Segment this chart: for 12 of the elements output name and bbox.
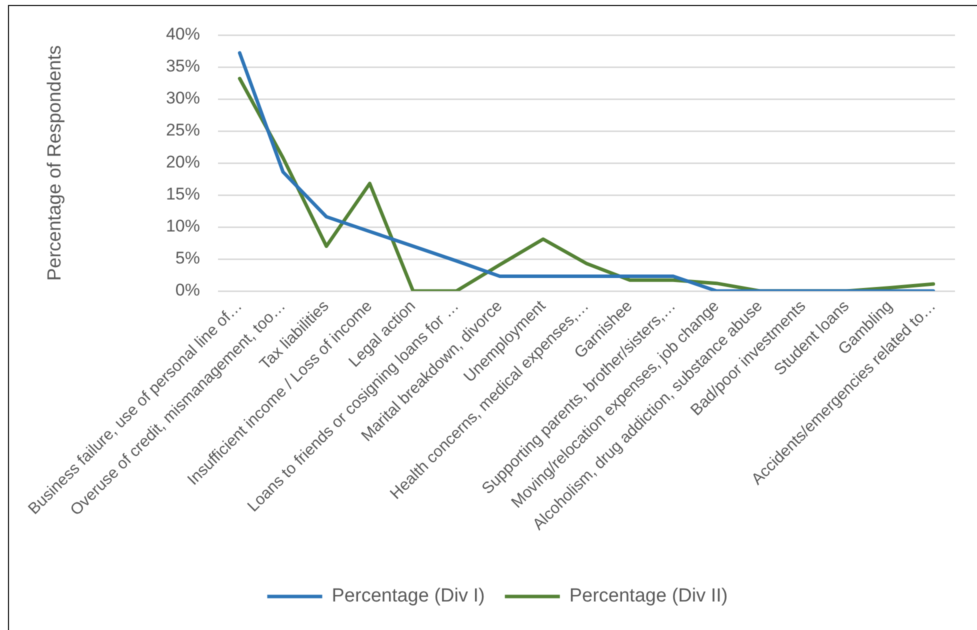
- y-tick-label: 25%: [166, 120, 200, 140]
- y-tick-label: 15%: [166, 184, 200, 204]
- legend-label: Percentage (Div II): [569, 586, 728, 607]
- legend-label: Percentage (Div I): [332, 586, 485, 607]
- y-tick-label: 30%: [166, 88, 200, 108]
- y-tick-label: 0%: [175, 280, 200, 300]
- y-tick-label: 5%: [175, 248, 200, 268]
- y-axis-title: Percentage of Respondents: [44, 45, 66, 281]
- y-tick-label: 35%: [166, 56, 200, 76]
- y-tick-label: 20%: [166, 152, 200, 172]
- y-tick-label: 40%: [166, 24, 200, 44]
- y-tick-label: 10%: [166, 216, 200, 236]
